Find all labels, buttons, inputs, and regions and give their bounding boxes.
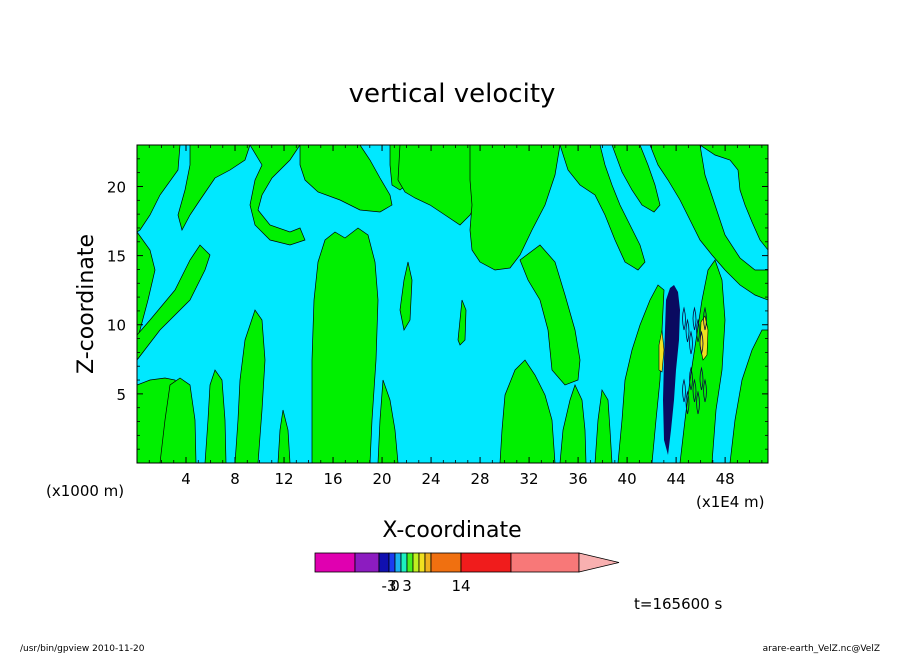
colorbar-labels: -30 3 14: [382, 577, 471, 595]
x-tick-label: 8: [230, 470, 240, 488]
chart-title: vertical velocity: [349, 79, 556, 109]
contour-line: [699, 366, 704, 391]
x-axis: 4 8 12 16 20 24 28 32 36 40 44 48: [148, 145, 763, 488]
positive-contour-13: [377, 379, 399, 463]
colorbar-segment: [400, 552, 408, 573]
positive-contour-25: [699, 145, 768, 251]
contour-line: [685, 318, 690, 343]
colorbar-segment: [394, 552, 402, 573]
contour-line: [696, 318, 700, 343]
y-axis-label: Z-coordinate: [74, 234, 99, 374]
positive-contour-21: [559, 384, 587, 463]
x-tick-label: 12: [274, 470, 293, 488]
x-scale-left: (x1000 m): [46, 482, 124, 500]
colorbar-label: 0: [390, 577, 400, 595]
time-label: t=165600 s: [634, 595, 722, 613]
positive-contour-27: [729, 329, 768, 463]
x-axis-label: X-coordinate: [382, 518, 521, 543]
plot-frame: [136, 144, 769, 464]
positive-contour-20: [499, 359, 556, 463]
positive-contour-28: [611, 145, 661, 213]
x-tick-label: 24: [422, 470, 441, 488]
colorbar: [314, 552, 620, 573]
contour-line: [689, 366, 693, 391]
colorbar-segment: [418, 552, 426, 573]
convective-cell: [658, 285, 709, 455]
colorbar-segment: [314, 552, 356, 573]
downdraft-core: [663, 285, 680, 455]
colorbar-segment: [412, 552, 420, 573]
x-tick-label: 20: [373, 470, 392, 488]
x-tick-label: 28: [471, 470, 490, 488]
contour-line: [689, 330, 693, 355]
contour-line: [692, 306, 697, 331]
positive-contour-23: [617, 284, 665, 463]
positive-contour-4: [249, 145, 306, 246]
contour-line: [699, 330, 704, 355]
positive-contour-18: [519, 244, 581, 386]
x-tick-label: 16: [323, 470, 342, 488]
colorbar-segment: [354, 552, 380, 573]
x-tick-label: 32: [520, 470, 539, 488]
colorbar-segment: [510, 552, 580, 573]
positive-regions: [137, 145, 768, 463]
y-axis: 5 10 15 20: [107, 158, 768, 450]
positive-contour-9: [204, 369, 227, 463]
contour-line: [682, 306, 686, 331]
positive-contour-1: [137, 231, 156, 341]
footer-left: /usr/bin/gpview 2010-11-20: [20, 644, 145, 654]
positive-contour-24: [649, 145, 768, 301]
colorbar-segment: [430, 552, 462, 573]
footer-right: arare-earth_VelZ.nc@VelZ: [763, 644, 880, 654]
x-tick-label: 48: [716, 470, 735, 488]
positive-contour-8: [159, 377, 197, 463]
x-scale-right: (x1E4 m): [696, 493, 765, 511]
y-tick-label: 20: [107, 178, 126, 196]
contour-line: [703, 306, 707, 331]
colorbar-label: 3: [402, 577, 412, 595]
y-tick-label: 10: [107, 317, 126, 335]
contour-line: [692, 378, 697, 403]
positive-contour-11: [277, 409, 291, 463]
positive-contour-14: [399, 261, 413, 331]
positive-contour-12: [311, 227, 379, 463]
contour-line: [682, 378, 686, 403]
colorbar-segment: [388, 552, 396, 573]
contour-line: [703, 378, 707, 403]
positive-contour-15: [457, 299, 467, 346]
contour-line: [696, 390, 700, 415]
x-tick-label: 36: [569, 470, 588, 488]
colorbar-segment: [378, 552, 390, 573]
positive-contour-10: [234, 309, 266, 463]
positive-contour-26: [679, 259, 726, 463]
updraft-core-1: [658, 329, 665, 373]
colorbar-label: 14: [451, 577, 470, 595]
positive-contour-22: [594, 388, 613, 463]
y-tick-label: 5: [116, 386, 126, 404]
colorbar-label: -3: [382, 577, 397, 595]
positive-contour-19: [559, 145, 646, 271]
colorbar-segment: [406, 552, 414, 573]
colorbar-segment: [460, 552, 512, 573]
x-tick-label: 4: [181, 470, 191, 488]
y-tick-label: 15: [107, 248, 126, 266]
positive-contour-2: [137, 244, 211, 361]
plot-area: [137, 145, 768, 463]
colorbar-extension: [578, 552, 620, 573]
positive-contour-17: [469, 145, 561, 271]
x-tick-label: 40: [618, 470, 637, 488]
colorbar-segment: [424, 552, 432, 573]
positive-contour-3: [177, 145, 251, 231]
x-tick-label: 44: [667, 470, 686, 488]
positive-contour-5: [299, 145, 393, 213]
contour-line: [685, 390, 690, 415]
